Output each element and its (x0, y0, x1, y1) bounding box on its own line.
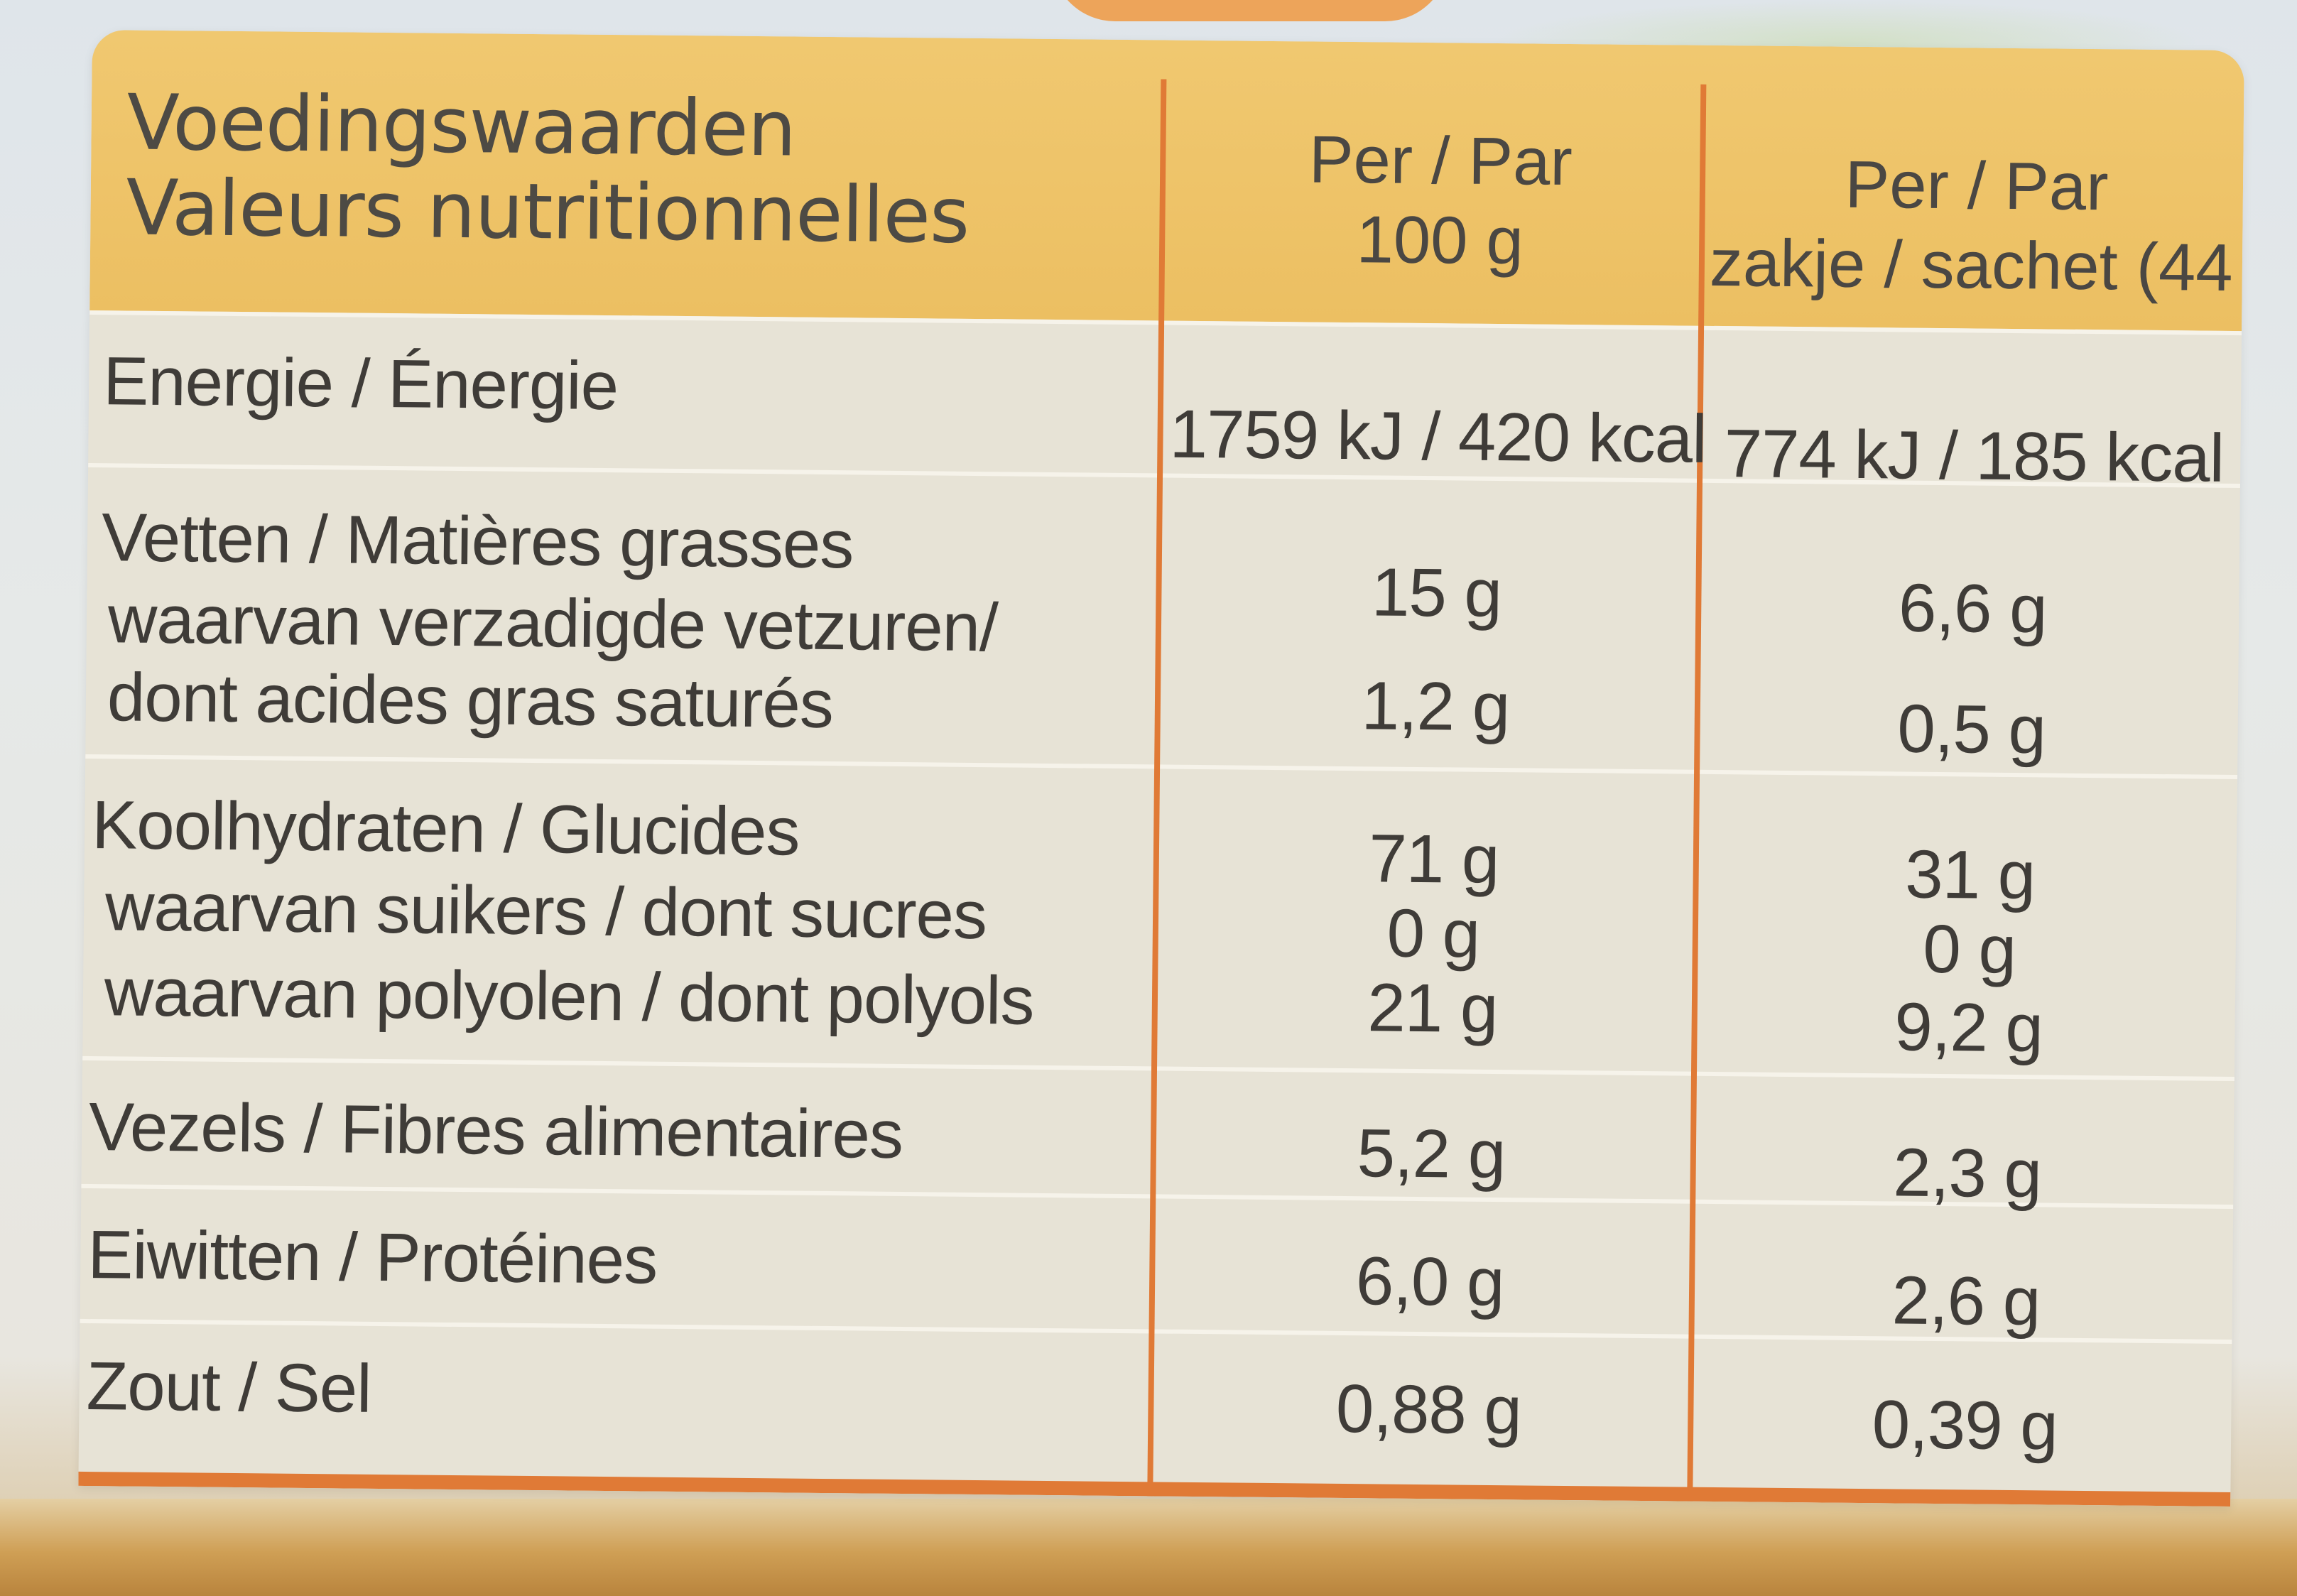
value-saturated-per100: 1,2 g (1361, 668, 1510, 746)
row-label-sugars: waarvan suikers / dont sucres (104, 869, 987, 954)
row-label-carbohydrates: Koolhydraten / Glucides (91, 787, 800, 870)
row-label-salt: Zout / Sel (86, 1348, 372, 1427)
row-label-energy: Energie / Énergie (102, 343, 619, 425)
row-label-protein: Eiwitten / Protéines (87, 1217, 658, 1298)
row-label-saturated-line1: waarvan verzadigde vetzuren/ (107, 581, 999, 666)
column-header-per-sachet-line2: zakje / sachet (44 g) (1709, 224, 2244, 305)
value-salt-persachet: 0,39 g (1872, 1386, 2058, 1465)
row-label-fibre: Vezels / Fibres alimentaires (88, 1089, 903, 1173)
title-dutch: Voedingswaarden (126, 78, 796, 174)
value-salt-per100: 0,88 g (1335, 1370, 1522, 1449)
column-header-per-100g: Per / Par 100 g (1170, 119, 1711, 283)
value-energy-per100: 1759 kJ / 420 kcal (1169, 396, 1707, 477)
value-sugars-persachet: 0 g (1922, 911, 2016, 989)
value-sugars-per100: 0 g (1386, 895, 1480, 972)
column-header-per-sachet: Per / Par zakje / sachet (44 g) (1709, 143, 2244, 308)
value-energy-persachet: 774 kJ / 185 kcal (1724, 416, 2225, 496)
column-header-per-100g-line1: Per / Par (1308, 121, 1573, 200)
top-orange-shape (1051, 0, 1449, 21)
value-carbohydrates-per100: 71 g (1368, 820, 1499, 899)
title-french: Valeurs nutritionnelles (125, 163, 970, 261)
value-polyols-per100: 21 g (1367, 970, 1498, 1048)
value-saturated-persachet: 0,5 g (1896, 690, 2046, 769)
value-carbohydrates-persachet: 31 g (1904, 836, 2036, 914)
value-protein-persachet: 2,6 g (1891, 1262, 2041, 1340)
table-header: Voedingswaarden Valeurs nutritionnelles … (89, 30, 2244, 332)
bottom-package-strip (0, 1499, 2297, 1596)
value-polyols-persachet: 9,2 g (1894, 989, 2043, 1067)
row-label-fat: Vetten / Matières grasses (101, 499, 854, 583)
value-fat-persachet: 6,6 g (1898, 570, 2048, 648)
row-label-saturated-line2: dont acides gras saturés (107, 659, 834, 743)
value-fibre-per100: 5,2 g (1357, 1115, 1506, 1193)
column-header-per-100g-line2: 100 g (1356, 202, 1524, 278)
value-protein-per100: 6,0 g (1355, 1243, 1504, 1321)
column-header-per-sachet-line1: Per / Par (1845, 146, 2109, 224)
value-fat-per100: 15 g (1371, 554, 1502, 632)
row-label-polyols: waarvan polyolen / dont polyols (104, 954, 1034, 1039)
value-fibre-persachet: 2,3 g (1892, 1134, 2042, 1212)
nutrition-table: Voedingswaarden Valeurs nutritionnelles … (78, 30, 2244, 1507)
